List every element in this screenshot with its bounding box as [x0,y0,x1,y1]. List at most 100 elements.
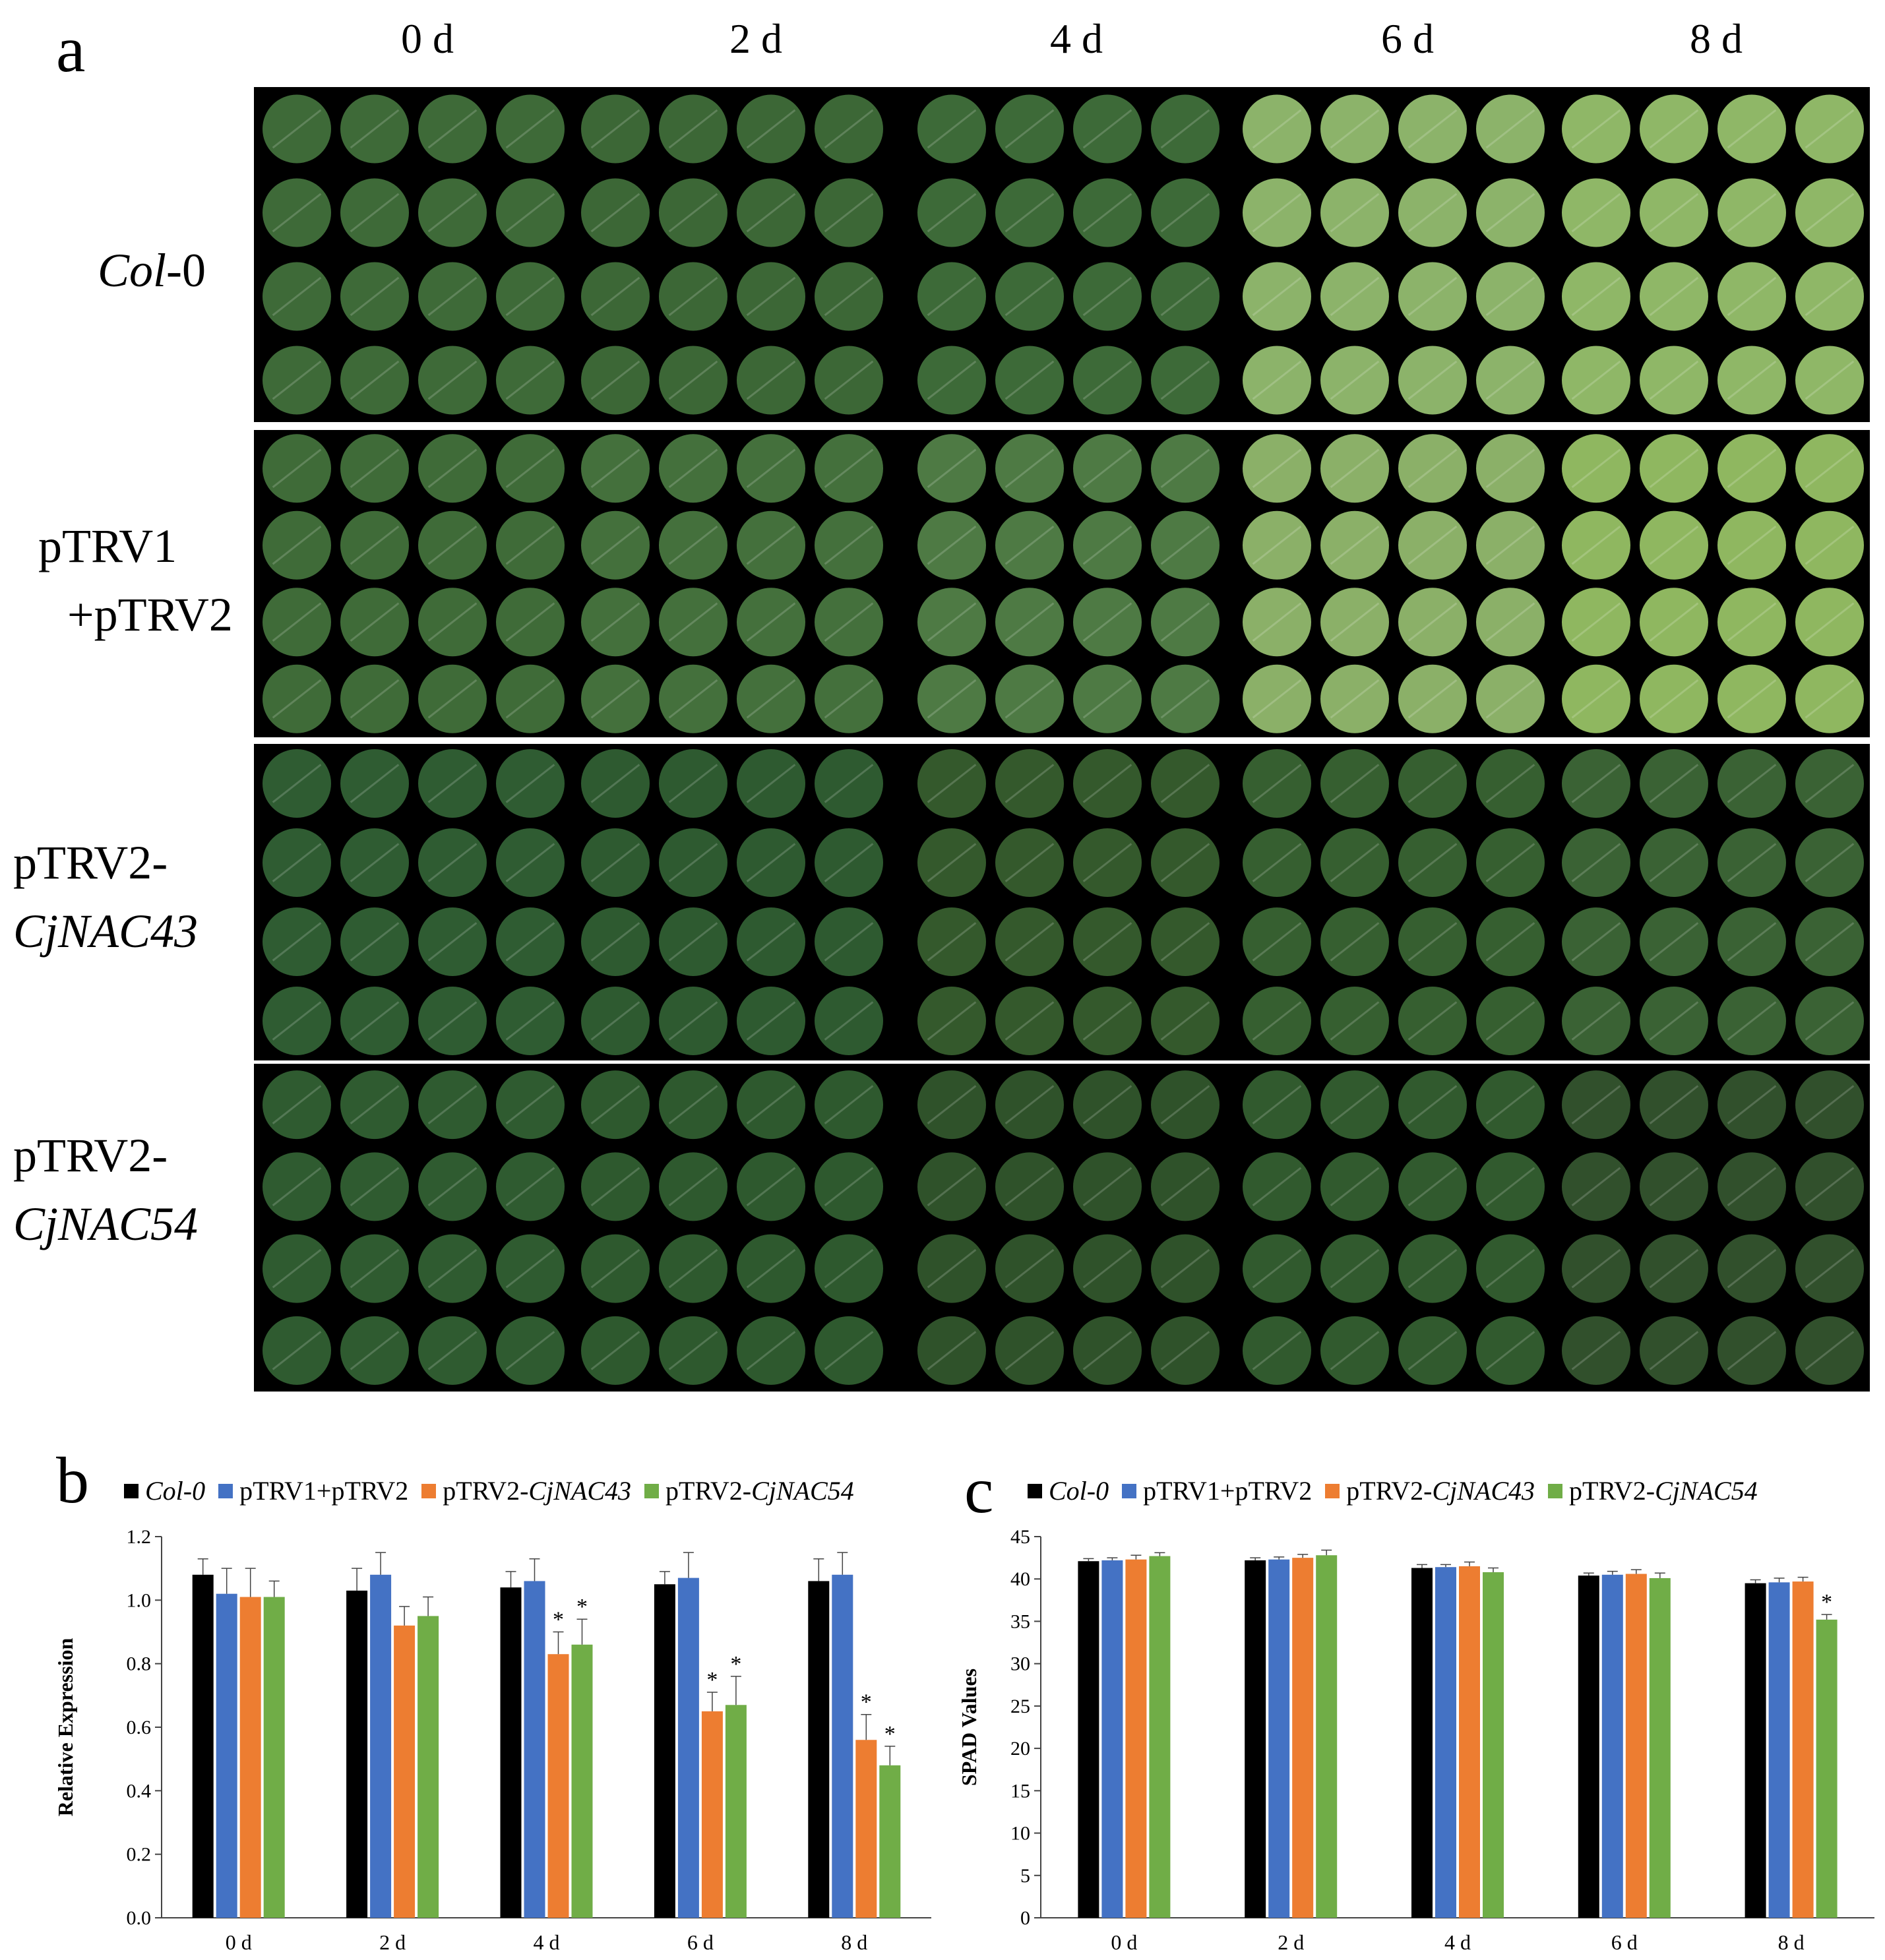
leaf-vein [746,764,796,803]
leaf-vein [590,360,640,400]
leaf-vein [1082,843,1132,882]
leaf-vein [1330,679,1380,719]
leaf-vein [1485,109,1535,149]
leaf-disc [1398,178,1467,247]
leaf-disc [581,94,650,164]
leaf-vein [272,109,322,149]
leaf-vein [927,1167,977,1207]
leaf-disc [496,907,565,976]
legend-b-cjnac54: pTRV2- CjNAC54 [644,1475,854,1506]
leaf-disc [340,1316,409,1385]
leaf-vein [1485,764,1535,803]
leaf-vein [1571,922,1621,962]
leaf-disc [1073,1316,1142,1385]
leaf-disc [1795,1070,1864,1140]
leaf-disc [1640,664,1708,733]
y-tick-label: 15 [1010,1780,1030,1802]
significance-star: * [706,1668,718,1692]
leaf-vein [427,448,478,489]
day-label-0: 0 d [401,15,454,62]
legend-swatch [218,1483,233,1498]
bar [216,1593,237,1918]
leaf-vein [1082,1248,1132,1289]
legend-swatch [1325,1483,1340,1498]
leaf-disc [1398,1152,1467,1221]
bar [677,1577,699,1918]
leaf-vein [746,448,796,489]
leaf-disc [581,1070,650,1140]
bar [239,1597,261,1918]
leaf-disc [1640,94,1708,164]
leaf-disc [1398,510,1467,580]
leaf-disc [496,94,565,164]
leaf-vein [590,1001,640,1041]
leaf-vein [746,1085,796,1124]
leaf-disc [995,262,1064,331]
leaf-disc [917,1070,986,1140]
chart-c-spad-values: 0 5 10 15 20 25 30 35 40 45 SPAD Values 0 d 2 d 4 d 6 … [957,1526,1874,1954]
leaf-vein [1160,922,1210,962]
leaf-vein [350,109,400,149]
leaf-disc [995,749,1064,818]
leaf-disc [1562,1070,1630,1140]
leaf-vein [1004,1001,1055,1041]
leaf-vein [1571,679,1621,719]
leaf-vein [668,1085,718,1124]
leaf-disc [1320,907,1389,976]
leaf-disc [263,1070,331,1140]
leaf-disc [995,1316,1064,1385]
leaf-vein [824,109,874,149]
leaf-disc [1243,749,1311,818]
leaf-vein [927,109,977,149]
legend-swatch [1122,1483,1137,1498]
leaf-disc [1717,346,1786,415]
leaf-disc [1398,907,1467,976]
leaf-vein [590,1248,640,1289]
legend-c-cjnac43: pTRV2- CjNAC43 [1325,1475,1535,1506]
bar [1649,1577,1671,1918]
leaf-disc [1795,828,1864,897]
leaf-vein [746,525,796,565]
leaf-vein [927,1331,977,1370]
leaf-vein [1004,109,1055,149]
leaf-disc [1795,178,1864,247]
leaf-disc [1151,262,1220,331]
leaf-disc [1320,1316,1389,1385]
leaf-disc [1795,664,1864,733]
leaf-disc [1717,1234,1786,1303]
leaf-vein [1252,360,1302,400]
leaf-vein [590,1331,640,1370]
leaf-vein [746,1248,796,1289]
leaf-vein [1649,1167,1699,1207]
leaf-vein [1160,1085,1210,1124]
leaf-disc [496,510,565,580]
leaf-disc [1795,434,1864,503]
leaf-vein [505,1001,555,1041]
leaf-vein [1160,193,1210,233]
leaf-disc [1640,1316,1708,1385]
row-label-cjnac54: pTRV2- CjNAC54 [13,1129,199,1251]
leaf-disc [1243,346,1311,415]
leaf-vein [1571,843,1621,882]
leaf-vein [505,193,555,233]
leaf-vein [272,1001,322,1041]
x-tick-label: 2 d [379,1930,406,1954]
leaf-vein [272,679,322,719]
significance-star: * [861,1690,872,1715]
leaf-disc [418,94,487,164]
leaf-vein [1571,448,1621,489]
leaf-disc [995,346,1064,415]
leaf-vein [1160,602,1210,642]
leaf-vein [927,525,977,565]
legend-swatch [124,1483,139,1498]
y-tick-label: 25 [1010,1696,1030,1717]
leaf-vein [668,1331,718,1370]
y-tick-label: 45 [1010,1526,1030,1548]
leaf-disc [1476,907,1545,976]
leaf-vein [1805,448,1855,489]
leaf-vein [1407,1085,1458,1124]
leaf-vein [427,1085,478,1124]
leaf-vein [1485,922,1535,962]
leaf-vein [1082,360,1132,400]
leaf-disc [496,1234,565,1303]
